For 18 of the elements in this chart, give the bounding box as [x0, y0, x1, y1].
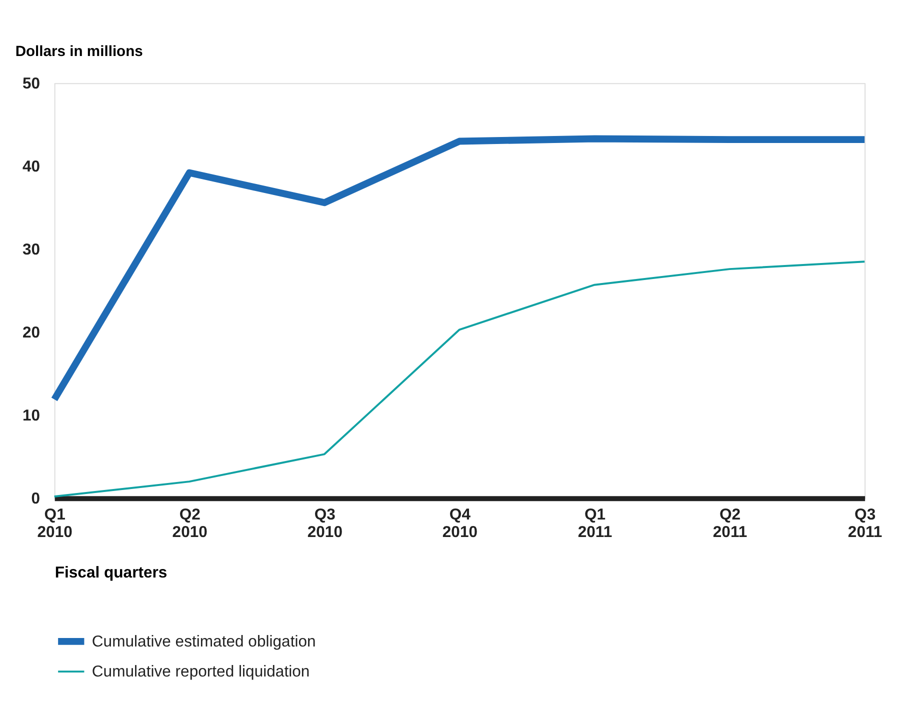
x-tick-label: Q2 2010: [172, 506, 208, 542]
x-tick-label: Q2 2011: [712, 506, 748, 542]
legend-label: Cumulative estimated obligation: [92, 633, 316, 650]
x-tick-label: Q4 2010: [442, 506, 478, 542]
x-tick-label: Q1 2010: [37, 506, 73, 542]
x-tick-label: Q3 2011: [848, 506, 882, 542]
y-tick-label: 10: [22, 408, 40, 425]
x-tick-label: Q3 2010: [307, 506, 343, 542]
y-axis-title: Dollars in millions: [15, 44, 143, 60]
y-tick-label: 50: [22, 76, 40, 93]
y-tick-label: 20: [22, 324, 40, 342]
line-series: [53, 260, 866, 498]
y-tick-label: 0: [31, 490, 40, 508]
x-tick-label: Q1 2011: [578, 506, 612, 542]
y-tick-label: 30: [22, 242, 40, 259]
legend-label: Cumulative reported liquidation: [92, 663, 310, 680]
y-tick-label: 40: [22, 158, 40, 176]
x-axis-title: Fiscal quarters: [54, 564, 168, 582]
